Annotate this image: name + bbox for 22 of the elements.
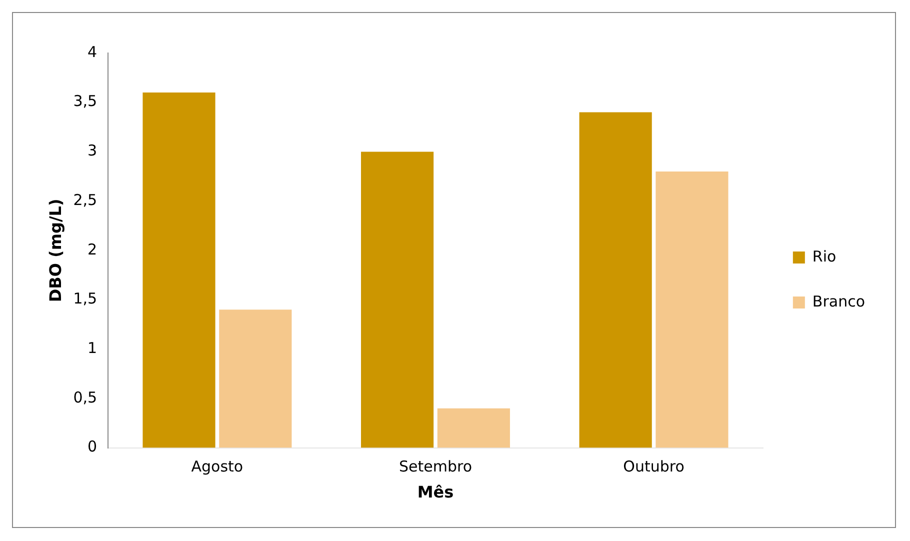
y-tick-label: 3 — [88, 142, 98, 160]
bar — [437, 408, 510, 448]
y-tick-label: 2 — [88, 240, 98, 258]
x-axis-title: Mês — [417, 482, 454, 502]
y-tick-label: 4 — [88, 42, 98, 61]
bar — [360, 152, 434, 448]
bar — [142, 92, 216, 448]
y-tick-label: 0,5 — [73, 388, 98, 406]
legend-label: Rio — [812, 247, 836, 266]
y-tick-label: 3,5 — [73, 92, 98, 110]
y-axis-title: DBO (mg/L) — [46, 198, 65, 302]
x-tick-label: Setembro — [398, 458, 472, 476]
x-tick-label: Agosto — [191, 458, 244, 476]
bar — [219, 310, 292, 448]
legend-label: Branco — [812, 292, 866, 310]
bar — [579, 112, 652, 448]
y-tick-label: 1 — [88, 338, 98, 357]
x-tick-label: Outubro — [623, 458, 684, 476]
y-tick-label: 1,5 — [73, 290, 98, 308]
y-tick-label: 0 — [88, 438, 98, 456]
bar — [656, 171, 728, 448]
y-tick-label: 2,5 — [73, 190, 98, 209]
